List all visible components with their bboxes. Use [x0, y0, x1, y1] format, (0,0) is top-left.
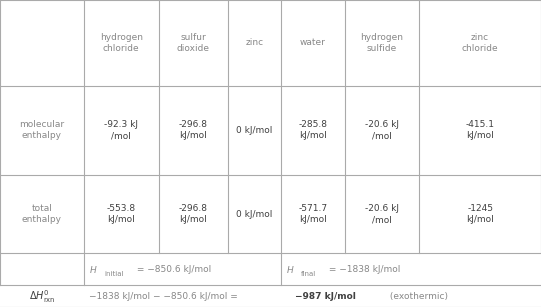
Text: (exothermic): (exothermic) — [387, 292, 448, 301]
Text: -1245
kJ/mol: -1245 kJ/mol — [466, 204, 494, 224]
Text: $H$: $H$ — [286, 264, 295, 275]
Text: $\Delta H^{0}_{\mathrm{rxn}}$: $\Delta H^{0}_{\mathrm{rxn}}$ — [29, 288, 55, 305]
Text: $H$: $H$ — [89, 264, 98, 275]
Text: 0 kJ/mol: 0 kJ/mol — [236, 210, 273, 219]
Text: hydrogen
chloride: hydrogen chloride — [100, 33, 143, 53]
Text: -20.6 kJ
/mol: -20.6 kJ /mol — [365, 120, 399, 141]
Text: = −1838 kJ/mol: = −1838 kJ/mol — [326, 265, 400, 274]
Text: sulfur
dioxide: sulfur dioxide — [177, 33, 209, 53]
Text: total
enthalpy: total enthalpy — [22, 204, 62, 224]
Text: -285.8
kJ/mol: -285.8 kJ/mol — [298, 120, 327, 141]
Text: 0 kJ/mol: 0 kJ/mol — [236, 126, 273, 135]
Text: zinc
chloride: zinc chloride — [462, 33, 498, 53]
Text: initial: initial — [104, 271, 124, 277]
Text: zinc: zinc — [245, 38, 263, 48]
Text: hydrogen
sulfide: hydrogen sulfide — [360, 33, 404, 53]
Text: -92.3 kJ
/mol: -92.3 kJ /mol — [104, 120, 138, 141]
Text: -20.6 kJ
/mol: -20.6 kJ /mol — [365, 204, 399, 224]
Text: -415.1
kJ/mol: -415.1 kJ/mol — [466, 120, 494, 141]
Text: -553.8
kJ/mol: -553.8 kJ/mol — [107, 204, 136, 224]
Text: = −850.6 kJ/mol: = −850.6 kJ/mol — [134, 265, 212, 274]
Text: −1838 kJ/mol − −850.6 kJ/mol =: −1838 kJ/mol − −850.6 kJ/mol = — [89, 292, 241, 301]
Text: final: final — [301, 271, 316, 277]
Text: −987 kJ/mol: −987 kJ/mol — [295, 292, 356, 301]
Text: water: water — [300, 38, 326, 48]
Text: -296.8
kJ/mol: -296.8 kJ/mol — [179, 120, 208, 141]
Text: -571.7
kJ/mol: -571.7 kJ/mol — [298, 204, 327, 224]
Text: -296.8
kJ/mol: -296.8 kJ/mol — [179, 204, 208, 224]
Text: molecular
enthalpy: molecular enthalpy — [19, 120, 64, 141]
